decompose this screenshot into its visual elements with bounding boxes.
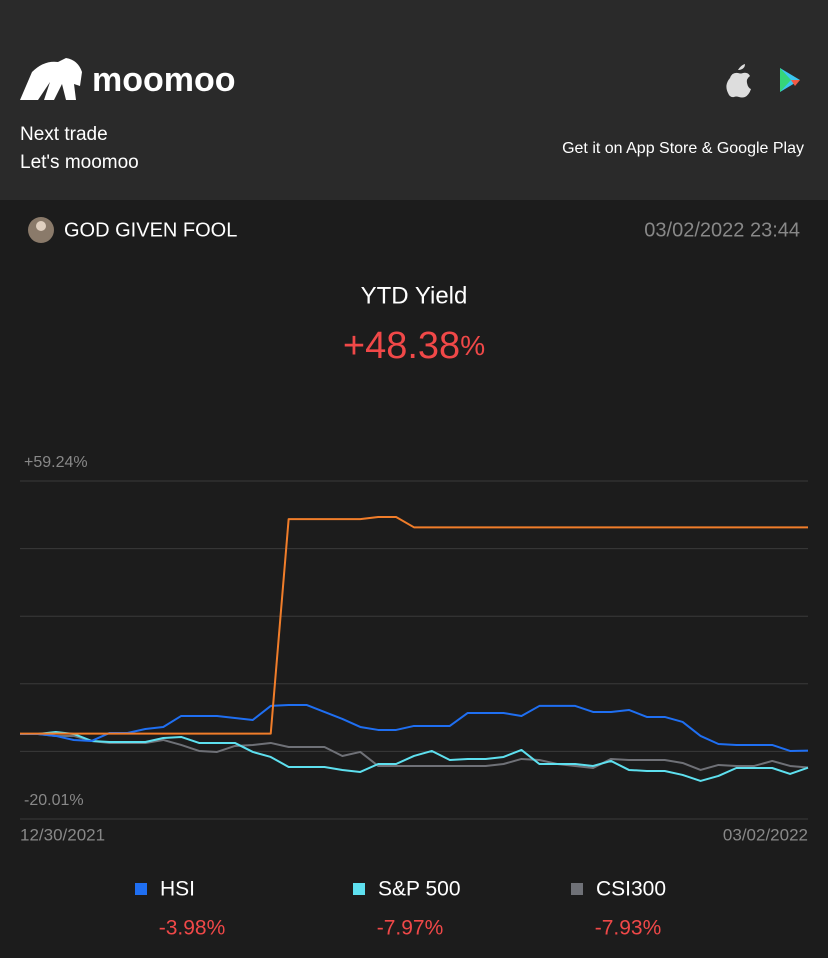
yield-number: +48.38	[343, 325, 460, 367]
tagline: Next trade	[20, 124, 108, 145]
legend-change: -3.98%	[159, 917, 226, 940]
store-text[interactable]: Get it on App Store & Google Play	[562, 140, 804, 157]
series-line	[20, 730, 809, 782]
legend-name: HSI	[160, 878, 195, 901]
play-icon-part	[791, 80, 800, 86]
brand: moomoo	[92, 61, 236, 99]
yield-unit: %	[460, 330, 485, 361]
timestamp: 03/02/2022 23:44	[644, 219, 800, 241]
apple-icon[interactable]	[726, 64, 751, 98]
avatar-face	[36, 221, 46, 231]
legend-change: -7.97%	[377, 917, 444, 940]
legend-swatch	[353, 883, 365, 895]
legend-name: CSI300	[596, 878, 666, 901]
play-icon-part	[780, 68, 791, 92]
legend-swatch	[135, 883, 147, 895]
body-bg	[0, 200, 828, 958]
x-tick-label: 03/02/2022	[723, 825, 808, 844]
x-tick-label: 12/30/2021	[20, 825, 105, 844]
series-line	[20, 732, 809, 771]
yield-value: +48.38%	[343, 325, 485, 367]
header-bg	[0, 0, 828, 200]
legend-swatch	[571, 883, 583, 895]
logo-icon	[20, 58, 82, 100]
yield-label: YTD Yield	[361, 282, 468, 309]
user-name: GOD GIVEN FOOL	[64, 219, 237, 241]
tagline: Let's moomoo	[20, 152, 139, 173]
series-line	[20, 703, 809, 752]
legend-change: -7.93%	[595, 917, 662, 940]
series-line	[20, 515, 808, 735]
legend-name: S&P 500	[378, 878, 461, 901]
y-tick-label: +59.24%	[24, 454, 88, 471]
chart: +59.24% -20.01% 12/30/2021 03/02/2022 HSI -3.…	[20, 454, 809, 940]
y-tick-label: -20.01%	[24, 792, 84, 809]
